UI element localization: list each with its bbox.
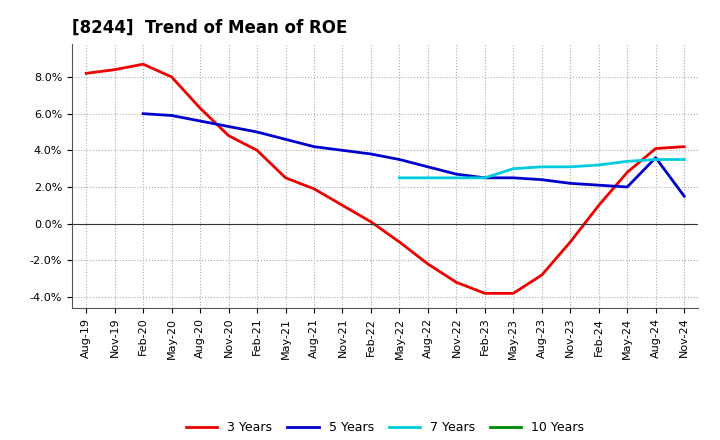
7 Years xyxy=(537,164,546,169)
3 Years xyxy=(253,148,261,153)
5 Years xyxy=(566,181,575,186)
5 Years xyxy=(452,172,461,177)
7 Years xyxy=(452,175,461,180)
5 Years xyxy=(395,157,404,162)
Text: [8244]  Trend of Mean of ROE: [8244] Trend of Mean of ROE xyxy=(72,19,347,37)
3 Years xyxy=(395,239,404,245)
3 Years xyxy=(652,146,660,151)
3 Years xyxy=(566,239,575,245)
7 Years xyxy=(623,159,631,164)
3 Years xyxy=(423,261,432,267)
3 Years xyxy=(452,280,461,285)
3 Years xyxy=(167,74,176,80)
3 Years xyxy=(480,291,489,296)
3 Years xyxy=(537,272,546,278)
3 Years xyxy=(680,144,688,149)
5 Years xyxy=(338,148,347,153)
3 Years xyxy=(595,203,603,208)
7 Years xyxy=(680,157,688,162)
7 Years xyxy=(566,164,575,169)
5 Years xyxy=(196,118,204,124)
3 Years xyxy=(110,67,119,72)
5 Years xyxy=(480,175,489,180)
3 Years xyxy=(623,170,631,175)
3 Years xyxy=(196,106,204,111)
7 Years xyxy=(652,157,660,162)
5 Years xyxy=(509,175,518,180)
5 Years xyxy=(595,183,603,188)
3 Years xyxy=(310,186,318,191)
Line: 7 Years: 7 Years xyxy=(400,160,684,178)
5 Years xyxy=(310,144,318,149)
5 Years xyxy=(537,177,546,182)
3 Years xyxy=(366,219,375,224)
7 Years xyxy=(480,175,489,180)
3 Years xyxy=(225,133,233,138)
7 Years xyxy=(423,175,432,180)
5 Years xyxy=(652,155,660,160)
3 Years xyxy=(82,71,91,76)
Legend: 3 Years, 5 Years, 7 Years, 10 Years: 3 Years, 5 Years, 7 Years, 10 Years xyxy=(181,416,590,439)
5 Years xyxy=(366,151,375,157)
5 Years xyxy=(423,164,432,169)
5 Years xyxy=(623,184,631,190)
Line: 5 Years: 5 Years xyxy=(143,114,684,196)
5 Years xyxy=(680,194,688,199)
3 Years xyxy=(139,62,148,67)
5 Years xyxy=(253,129,261,135)
3 Years xyxy=(509,291,518,296)
3 Years xyxy=(338,203,347,208)
Line: 3 Years: 3 Years xyxy=(86,64,684,293)
7 Years xyxy=(595,162,603,168)
5 Years xyxy=(167,113,176,118)
5 Years xyxy=(139,111,148,116)
5 Years xyxy=(282,137,290,142)
5 Years xyxy=(225,124,233,129)
3 Years xyxy=(282,175,290,180)
7 Years xyxy=(395,175,404,180)
7 Years xyxy=(509,166,518,171)
